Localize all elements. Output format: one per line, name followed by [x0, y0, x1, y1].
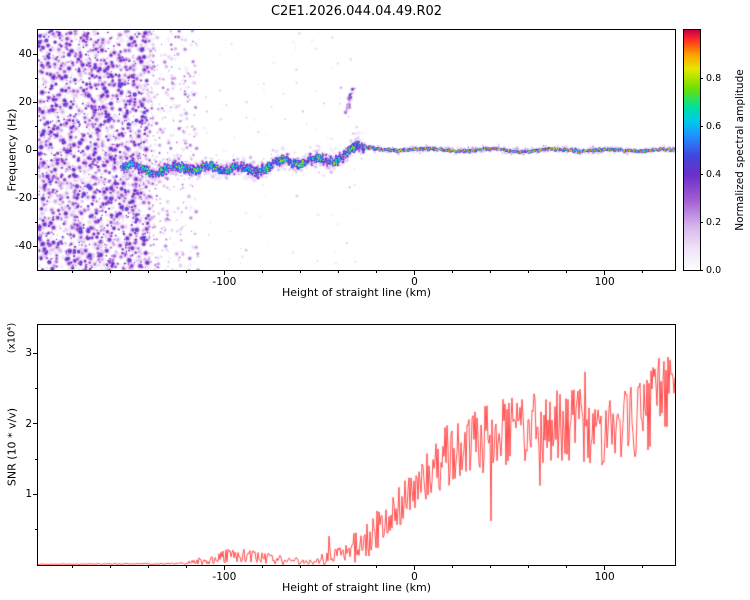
axis-tick: [147, 565, 149, 568]
axis-tick: [33, 149, 38, 151]
axis-tick: [490, 270, 492, 273]
tick-label: 0: [411, 571, 418, 583]
tick-label: 20: [18, 96, 32, 108]
axis-tick: [185, 270, 187, 273]
axis-tick: [33, 197, 38, 199]
spectrogram-xlabel: Height of straight line (km): [281, 286, 432, 299]
colorbar-label: Normalized spectral amplitude: [734, 69, 746, 231]
tick-label: 1: [25, 488, 32, 501]
colorbar-canvas: [683, 29, 701, 271]
axis-tick: [71, 565, 73, 568]
axis-tick: [35, 529, 38, 531]
axis-tick: [109, 270, 111, 273]
axis-tick: [490, 565, 492, 568]
axis-tick: [700, 77, 703, 79]
snr-panel: -100 0 100 1 2 3: [25, 324, 676, 582]
axis-tick: [700, 269, 703, 271]
colorbar-panel: 0.0 0.2 0.4 0.6 0.8: [683, 29, 721, 275]
axis-tick: [337, 270, 339, 273]
axis-tick: [261, 270, 263, 273]
tick-label: 40: [18, 48, 32, 60]
tick-label: 3: [25, 347, 32, 360]
axis-tick: [33, 53, 38, 55]
axis-tick: [375, 270, 377, 273]
axis-tick: [35, 388, 38, 390]
axis-tick: [337, 565, 339, 568]
axis-tick: [452, 565, 454, 568]
axis-tick: [223, 565, 225, 570]
axis-tick: [35, 173, 38, 175]
tick-label: 0.4: [706, 168, 722, 180]
axis-tick: [35, 77, 38, 79]
axis-tick: [528, 565, 530, 568]
axis-tick: [700, 125, 703, 127]
axis-tick: [261, 565, 263, 568]
axis-tick: [223, 270, 225, 275]
spectrogram-canvas: [37, 29, 676, 271]
axis-tick: [642, 565, 644, 568]
axis-tick: [642, 270, 644, 273]
tick-label: -20: [14, 192, 32, 204]
snr-scale-label: (x10⁴): [6, 322, 18, 354]
axis-tick: [299, 565, 301, 568]
axis-tick: [35, 221, 38, 223]
tick-label: 0: [25, 144, 32, 156]
spectrogram-ylabel: Frequency (Hz): [5, 108, 19, 192]
axis-tick: [452, 270, 454, 273]
snr-canvas: [37, 324, 676, 566]
axis-tick: [147, 270, 149, 273]
axis-tick: [33, 423, 38, 425]
axis-tick: [185, 565, 187, 568]
tick-label: 0: [411, 276, 418, 288]
axis-tick: [566, 565, 568, 568]
axis-tick: [109, 565, 111, 568]
axis-tick: [35, 125, 38, 127]
tick-label: 0.6: [706, 120, 722, 132]
tick-label: 0.8: [706, 72, 722, 84]
tick-label: -40: [14, 240, 32, 252]
tick-label: 0.0: [706, 264, 722, 276]
axis-tick: [566, 270, 568, 273]
snr-ylabel: SNR (10 * v/v): [5, 407, 19, 487]
axis-tick: [604, 565, 606, 570]
axis-tick: [700, 173, 703, 175]
tick-label: 100: [594, 571, 615, 583]
axis-tick: [71, 270, 73, 273]
axis-tick: [700, 221, 703, 223]
snr-xlabel: Height of straight line (km): [281, 581, 432, 594]
axis-tick: [299, 270, 301, 273]
tick-label: -100: [212, 276, 237, 288]
axis-tick: [35, 458, 38, 460]
axis-tick: [33, 245, 38, 247]
axis-tick: [33, 352, 38, 354]
axis-tick: [413, 270, 415, 275]
axis-tick: [375, 565, 377, 568]
figure-title: C2E1.2026.044.04.49.R02: [270, 4, 443, 19]
spectrogram-panel: -100 0 100 40 20 0 -20 -40: [15, 29, 676, 287]
tick-label: 0.2: [706, 216, 722, 228]
axis-tick: [604, 270, 606, 275]
axis-tick: [413, 565, 415, 570]
axis-tick: [33, 101, 38, 103]
axis-tick: [528, 270, 530, 273]
axis-tick: [33, 493, 38, 495]
tick-label: -100: [212, 571, 237, 583]
tick-label: 2: [25, 417, 32, 430]
tick-label: 100: [594, 276, 615, 288]
